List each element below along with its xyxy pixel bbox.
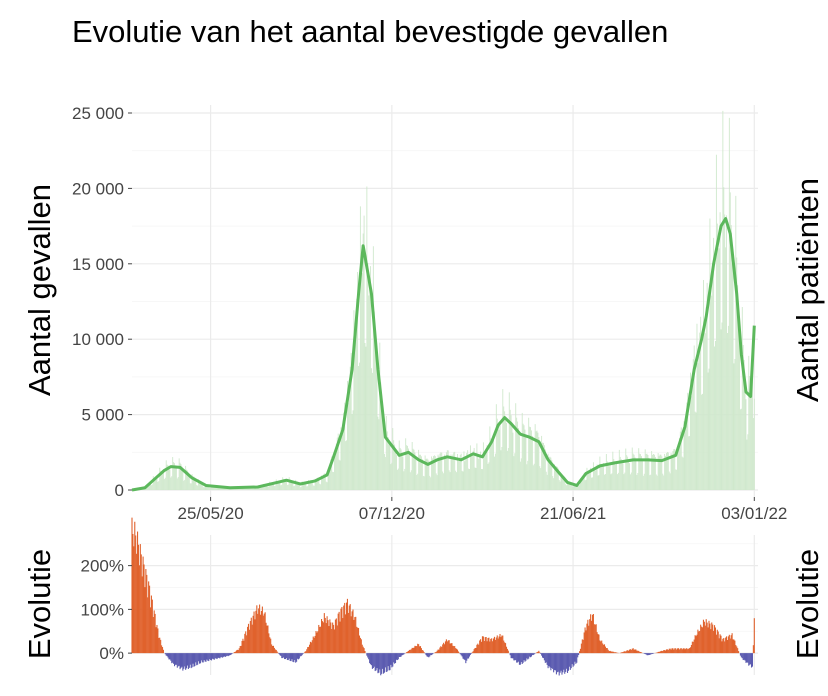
main-y-ticks: 0 5 000 10 000 15 000 20 000 25 000	[72, 104, 132, 500]
main-series-line	[131, 217, 756, 492]
main-ytick-label: 25 000	[72, 104, 124, 123]
main-ylabel-right: Aantal patiënten	[790, 178, 825, 402]
chart-title: Evolutie van het aantal bevestigde geval…	[72, 14, 669, 49]
main-ytick-label: 5 000	[81, 406, 124, 425]
main-xtick-label: 21/06/21	[540, 504, 606, 523]
sub-ytick-label: 0%	[99, 644, 124, 663]
sub-ylabel-right: Evolutie	[790, 549, 825, 659]
sub-ytick-label: 200%	[81, 557, 124, 576]
main-xtick-label: 25/05/20	[178, 504, 244, 523]
main-ylabel: Aantal gevallen	[22, 184, 57, 396]
main-xtick-label: 07/12/20	[359, 504, 425, 523]
main-ytick-label: 0	[115, 481, 124, 500]
sub-grid	[132, 535, 758, 675]
main-xtick-label: 03/01/22	[721, 504, 787, 523]
main-daily-bars	[132, 110, 755, 490]
sub-ytick-label: 100%	[81, 600, 124, 619]
main-ytick-label: 20 000	[72, 179, 124, 198]
sub-ylabel: Evolutie	[22, 549, 57, 659]
main-ytick-label: 15 000	[72, 255, 124, 274]
main-x-ticks: 25/05/20 07/12/20 21/06/21 03/01/22	[178, 497, 787, 523]
sub-evolution-bars	[131, 517, 755, 676]
sub-y-ticks: 0% 100% 200%	[81, 557, 132, 663]
main-grid	[132, 105, 758, 497]
main-ytick-label: 10 000	[72, 330, 124, 349]
